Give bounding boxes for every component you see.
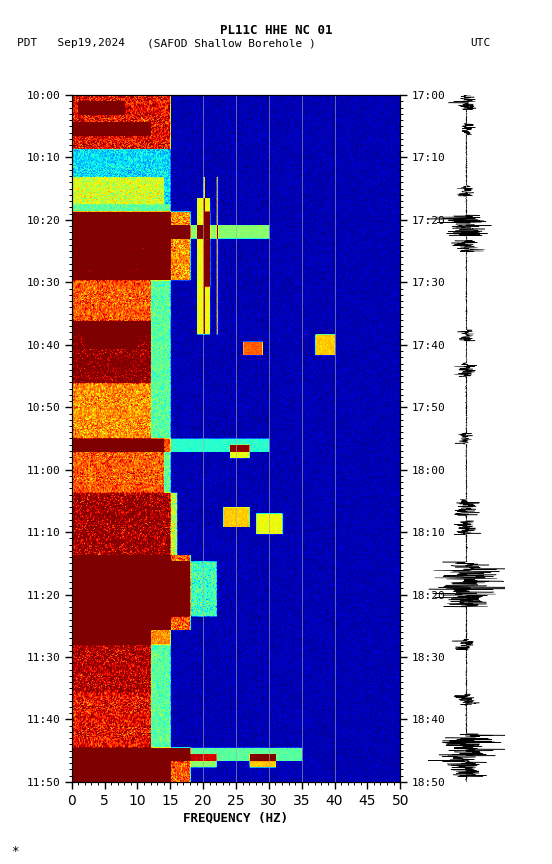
Text: *: * (11, 845, 19, 858)
X-axis label: FREQUENCY (HZ): FREQUENCY (HZ) (183, 812, 289, 825)
Text: PL11C HHE NC 01: PL11C HHE NC 01 (220, 23, 332, 37)
Text: (SAFOD Shallow Borehole ): (SAFOD Shallow Borehole ) (147, 38, 316, 48)
Text: UTC: UTC (470, 38, 490, 48)
Text: PDT   Sep19,2024: PDT Sep19,2024 (17, 38, 125, 48)
